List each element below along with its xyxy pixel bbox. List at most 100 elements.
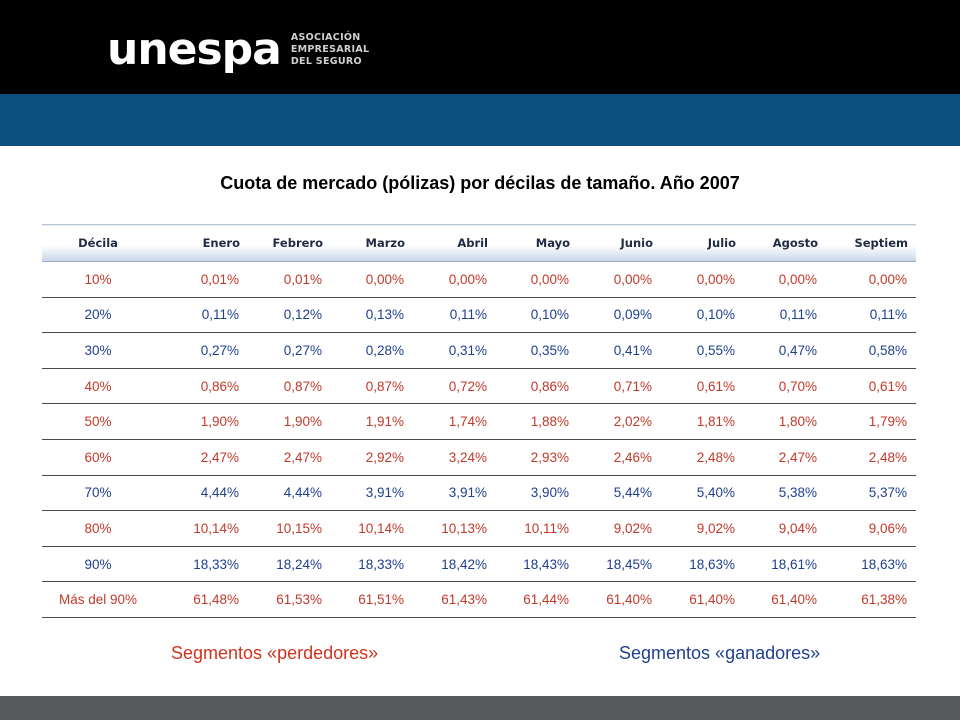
- share-cell: 2,02%: [578, 403, 661, 440]
- share-cell: 0,86%: [154, 368, 248, 405]
- share-cell: 61,40%: [744, 581, 826, 618]
- share-cell: 4,44%: [248, 475, 331, 512]
- column-header: Febrero: [248, 224, 331, 262]
- share-cell: 0,00%: [331, 261, 413, 298]
- share-cell: 1,80%: [744, 403, 826, 440]
- share-cell: 0,13%: [331, 297, 413, 334]
- decile-cell: Más del 90%: [42, 581, 154, 618]
- decile-cell: 60%: [42, 439, 154, 476]
- share-cell: 1,91%: [331, 403, 413, 440]
- losing-segments-label: Segmentos «perdedores»: [171, 643, 379, 663]
- share-cell: 2,48%: [661, 439, 744, 476]
- share-cell: 0,01%: [154, 261, 248, 298]
- share-cell: 61,43%: [413, 581, 496, 618]
- share-cell: 0,35%: [496, 332, 578, 369]
- share-cell: 0,41%: [578, 332, 661, 369]
- column-header: Julio: [661, 224, 744, 262]
- share-cell: 0,00%: [413, 261, 496, 298]
- share-cell: 0,28%: [331, 332, 413, 369]
- share-cell: 18,33%: [154, 546, 248, 583]
- column-header: Mayo: [496, 224, 578, 262]
- accent-bar: [0, 94, 960, 146]
- column-header: Junio: [578, 224, 661, 262]
- share-cell: 0,00%: [496, 261, 578, 298]
- share-cell: 1,81%: [661, 403, 744, 440]
- share-cell: 0,27%: [248, 332, 331, 369]
- share-cell: 3,24%: [413, 439, 496, 476]
- share-cell: 5,37%: [826, 475, 916, 512]
- share-cell: 18,45%: [578, 546, 661, 583]
- table-row: 40% 0,86% 0,87% 0,87% 0,72% 0,86% 0,71% 0,61% 0,…: [42, 368, 916, 405]
- table-header-row: Décila Enero Febrero Marzo Abril Mayo Junio Jul…: [42, 224, 916, 262]
- share-cell: 1,90%: [248, 403, 331, 440]
- share-cell: 10,14%: [331, 510, 413, 547]
- share-cell: 3,90%: [496, 475, 578, 512]
- share-cell: 10,14%: [154, 510, 248, 547]
- header-bar: unespa ASOCIACIÓN EMPRESARIAL DEL SEGURO: [0, 0, 960, 94]
- share-cell: 18,33%: [331, 546, 413, 583]
- share-cell: 0,11%: [744, 297, 826, 334]
- share-cell: 0,87%: [331, 368, 413, 405]
- share-cell: 0,71%: [578, 368, 661, 405]
- table-row: 10% 0,01% 0,01% 0,00% 0,00% 0,00% 0,00% 0,00% 0,…: [42, 261, 916, 298]
- share-cell: 61,48%: [154, 581, 248, 618]
- logo-subtitle-line: EMPRESARIAL: [290, 44, 370, 55]
- share-cell: 2,47%: [154, 439, 248, 476]
- column-header: Septiem: [826, 224, 916, 262]
- decile-cell: 10%: [42, 261, 154, 298]
- share-cell: 0,11%: [413, 297, 496, 334]
- decile-cell: 80%: [42, 510, 154, 547]
- share-cell: 0,01%: [248, 261, 331, 298]
- share-cell: 9,02%: [661, 510, 744, 547]
- share-cell: 2,93%: [496, 439, 578, 476]
- share-cell: 0,70%: [744, 368, 826, 405]
- share-cell: 61,40%: [578, 581, 661, 618]
- logo-wordmark: unespa: [107, 24, 282, 75]
- share-cell: 9,02%: [578, 510, 661, 547]
- share-cell: 5,38%: [744, 475, 826, 512]
- share-cell: 2,46%: [578, 439, 661, 476]
- table-row: 30% 0,27% 0,27% 0,28% 0,31% 0,35% 0,41% 0,55% 0,…: [42, 332, 916, 369]
- table-row: 70% 4,44% 4,44% 3,91% 3,91% 3,90% 5,44% 5,40% 5,…: [42, 475, 916, 512]
- share-cell: 2,47%: [248, 439, 331, 476]
- share-cell: 3,91%: [331, 475, 413, 512]
- share-cell: 0,87%: [248, 368, 331, 405]
- market-share-table: Décila Enero Febrero Marzo Abril Mayo Junio Jul…: [42, 224, 916, 618]
- share-cell: 1,74%: [413, 403, 496, 440]
- share-cell: 0,31%: [413, 332, 496, 369]
- share-cell: 0,00%: [826, 261, 916, 298]
- share-cell: 18,63%: [826, 546, 916, 583]
- winning-segments-label: Segmentos «ganadores»: [619, 643, 821, 663]
- decile-cell: 30%: [42, 332, 154, 369]
- share-cell: 61,44%: [496, 581, 578, 618]
- logo-subtitle-line: ASOCIACIÓN: [290, 32, 361, 43]
- share-cell: 9,06%: [826, 510, 916, 547]
- table-row: 60% 2,47% 2,47% 2,92% 3,24% 2,93% 2,46% 2,48% 2,…: [42, 439, 916, 476]
- share-cell: 0,55%: [661, 332, 744, 369]
- share-cell: 0,11%: [154, 297, 248, 334]
- share-cell: 10,13%: [413, 510, 496, 547]
- column-header: Marzo: [331, 224, 413, 262]
- share-cell: 0,00%: [744, 261, 826, 298]
- table-row: Más del 90% 61,48% 61,53% 61,51% 61,43% 61,44…: [42, 581, 916, 618]
- share-cell: 0,61%: [661, 368, 744, 405]
- share-cell: 2,48%: [826, 439, 916, 476]
- share-cell: 0,11%: [826, 297, 916, 334]
- share-cell: 0,09%: [578, 297, 661, 334]
- share-cell: 0,61%: [826, 368, 916, 405]
- table-row: 90% 18,33% 18,24% 18,33% 18,42% 18,43% 18,45% 1…: [42, 546, 916, 583]
- share-cell: 0,12%: [248, 297, 331, 334]
- share-cell: 18,43%: [496, 546, 578, 583]
- share-cell: 5,40%: [661, 475, 744, 512]
- share-cell: 0,58%: [826, 332, 916, 369]
- share-cell: 0,00%: [661, 261, 744, 298]
- column-header: Décila: [42, 224, 154, 262]
- share-cell: 0,10%: [661, 297, 744, 334]
- share-cell: 9,04%: [744, 510, 826, 547]
- share-cell: 0,47%: [744, 332, 826, 369]
- share-cell: 18,24%: [248, 546, 331, 583]
- share-cell: 61,40%: [661, 581, 744, 618]
- share-cell: 5,44%: [578, 475, 661, 512]
- column-header: Agosto: [744, 224, 826, 262]
- share-cell: 1,88%: [496, 403, 578, 440]
